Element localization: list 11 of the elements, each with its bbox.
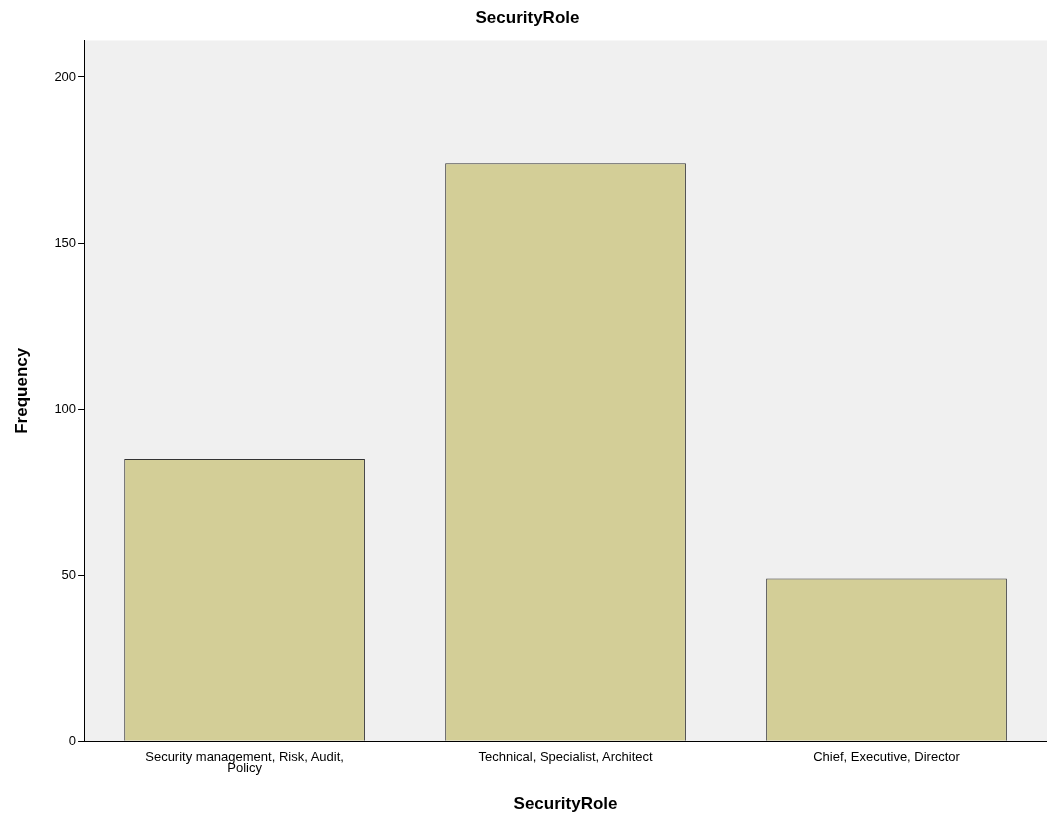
y-tick-label: 150: [54, 234, 77, 250]
y-tick-label: 100: [54, 400, 77, 416]
y-tick-label: 0: [68, 732, 77, 748]
y-axis-title: Frequency: [11, 347, 31, 434]
chart-title: SecurityRole: [475, 7, 580, 27]
x-tick-label: Chief, Executive, Director: [813, 748, 961, 764]
y-tick-label: 50: [61, 566, 77, 582]
x-tick-label: Security management, Risk, Audit, Policy: [145, 748, 344, 776]
x-tick-label: Technical, Specialist, Architect: [478, 748, 653, 764]
y-tick-label: 200: [54, 68, 77, 84]
x-axis-title: SecurityRole: [513, 794, 618, 814]
